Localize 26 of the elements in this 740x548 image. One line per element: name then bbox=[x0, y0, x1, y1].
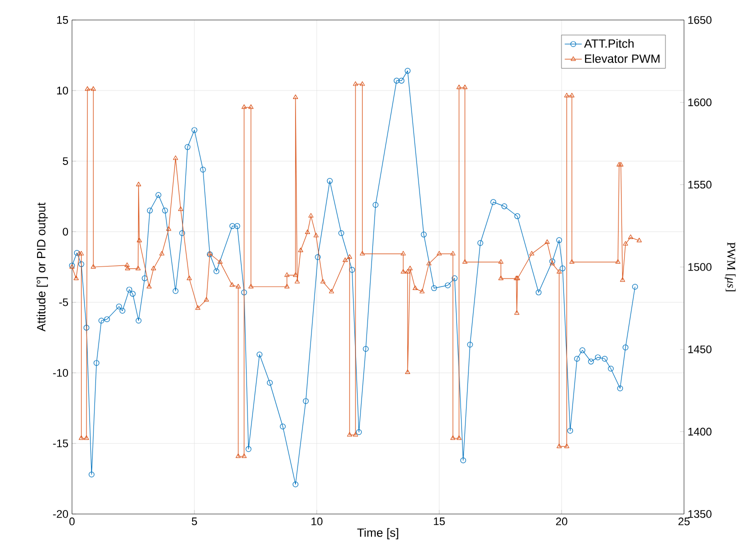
x-tick-label: 0 bbox=[69, 518, 75, 526]
legend-label: Elevator PWM bbox=[585, 54, 660, 63]
x-tick-label: 15 bbox=[434, 518, 445, 526]
y2-tick-label: 1450 bbox=[688, 345, 712, 354]
y-tick-label: -10 bbox=[53, 368, 68, 377]
y-tick-label: 5 bbox=[62, 157, 68, 165]
y-tick-label: -15 bbox=[53, 440, 68, 448]
y2-tick-label: 1650 bbox=[688, 16, 712, 24]
y2-tick-label: 1350 bbox=[688, 510, 712, 518]
x-tick-label: 25 bbox=[678, 518, 690, 526]
y2-tick-label: 1600 bbox=[688, 98, 712, 106]
x-tick-label: 10 bbox=[312, 518, 322, 526]
y-tick-label: 10 bbox=[57, 86, 68, 94]
y2-axis-title: PWM [μs] bbox=[724, 242, 736, 292]
x-axis-title: Time [s] bbox=[357, 528, 398, 540]
y-tick-label: 15 bbox=[57, 16, 68, 24]
x-tick-label: 20 bbox=[556, 518, 568, 526]
legend-label: ATT.Pitch bbox=[584, 39, 634, 48]
y-tick-label: 0 bbox=[62, 228, 68, 236]
y2-tick-label: 1500 bbox=[688, 263, 712, 271]
y2-tick-label: 1400 bbox=[688, 428, 712, 436]
y-tick-label: -5 bbox=[59, 298, 68, 306]
y-tick-label: -20 bbox=[53, 510, 68, 518]
y-axis-title: Attitude [°] or PID output bbox=[36, 202, 48, 332]
x-tick-label: 5 bbox=[192, 518, 197, 526]
y2-tick-label: 1550 bbox=[688, 180, 712, 189]
